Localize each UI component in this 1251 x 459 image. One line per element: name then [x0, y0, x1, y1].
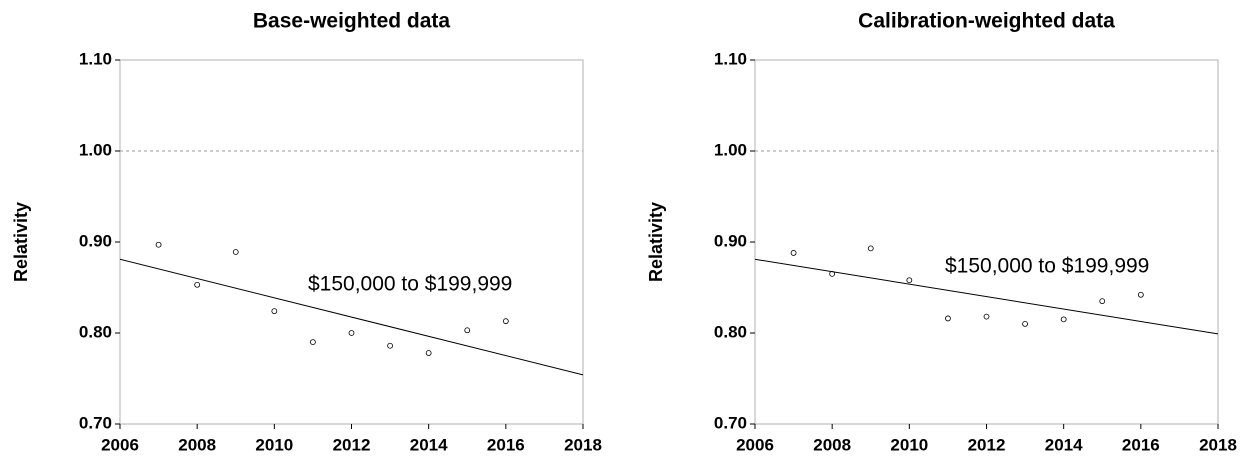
- trend-line: [119, 258, 584, 376]
- y-tick-label: 1.00: [79, 140, 112, 159]
- data-point: [1137, 291, 1144, 298]
- data-point: [155, 241, 162, 248]
- y-tick-label: 1.10: [79, 49, 112, 68]
- data-point: [502, 318, 509, 325]
- x-tick-label: 2012: [333, 435, 371, 454]
- x-tick-label: 2010: [890, 435, 928, 454]
- data-point: [1060, 316, 1067, 323]
- x-tick-label: 2018: [564, 435, 602, 454]
- x-tick-label: 2016: [1122, 435, 1160, 454]
- x-tick-label: 2016: [487, 435, 525, 454]
- data-point: [464, 327, 471, 334]
- data-point: [271, 308, 278, 315]
- y-tick-label: 0.80: [714, 322, 747, 341]
- x-tick-label: 2012: [968, 435, 1006, 454]
- x-tick-label: 2014: [410, 435, 448, 454]
- plot-frame: [119, 59, 584, 425]
- data-point: [310, 339, 316, 346]
- chart-title: Calibration-weighted data: [858, 10, 1115, 33]
- y-axis-label: Relativity: [11, 202, 31, 282]
- data-point: [790, 250, 797, 256]
- data-point: [232, 249, 239, 255]
- y-tick-label: 0.80: [79, 322, 112, 341]
- x-tick-label: 2008: [813, 435, 851, 454]
- y-tick-label: 1.00: [714, 140, 747, 159]
- data-point: [387, 342, 393, 349]
- y-axis-label: Relativity: [646, 202, 666, 282]
- x-tick-label: 2006: [101, 435, 139, 454]
- annotation: $150,000 to $199,999: [945, 255, 1149, 278]
- data-point: [906, 277, 913, 284]
- plot-frame: [754, 59, 1219, 425]
- x-tick-label: 2006: [736, 435, 774, 454]
- y-tick-label: 0.90: [714, 231, 747, 250]
- data-point: [1022, 320, 1028, 327]
- data-point: [1099, 298, 1106, 305]
- x-tick-label: 2018: [1199, 435, 1237, 454]
- data-point: [348, 330, 355, 336]
- y-tick-label: 0.70: [79, 413, 112, 432]
- data-point: [194, 281, 201, 288]
- data-point: [945, 315, 951, 322]
- data-point: [425, 350, 432, 356]
- y-tick-label: 1.10: [714, 49, 747, 68]
- data-point: [983, 313, 990, 320]
- data-point: [829, 270, 836, 277]
- x-tick-label: 2008: [178, 435, 216, 454]
- data-point: [867, 245, 874, 252]
- chart-title: Base-weighted data: [253, 10, 451, 33]
- annotation: $150,000 to $199,999: [308, 273, 512, 296]
- x-tick-label: 2010: [255, 435, 293, 454]
- y-tick-label: 0.70: [714, 413, 747, 432]
- x-tick-label: 2014: [1045, 435, 1083, 454]
- y-tick-label: 0.90: [79, 231, 112, 250]
